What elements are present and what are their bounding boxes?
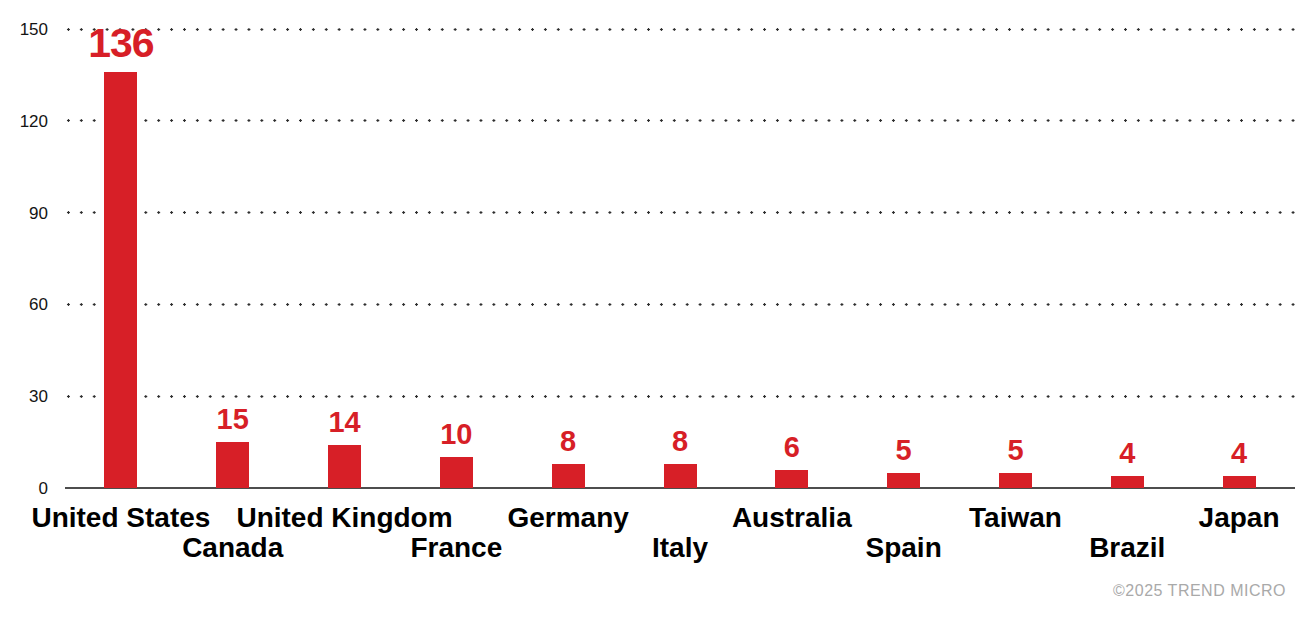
bar-value-label: 8 bbox=[672, 427, 688, 456]
gridline bbox=[62, 303, 1297, 306]
bar-value-label: 5 bbox=[896, 436, 912, 465]
category-label: France bbox=[410, 534, 502, 562]
y-tick-label: 150 bbox=[0, 21, 48, 38]
bar-value-label: 14 bbox=[328, 408, 360, 437]
gridline bbox=[62, 395, 1297, 398]
bar bbox=[104, 72, 137, 488]
bar bbox=[775, 470, 808, 488]
y-tick-label: 60 bbox=[0, 296, 48, 313]
bar bbox=[664, 464, 697, 488]
bar bbox=[552, 464, 585, 488]
category-label: Germany bbox=[507, 504, 628, 532]
gridline bbox=[62, 211, 1297, 214]
bar-value-label: 5 bbox=[1007, 436, 1023, 465]
bar-value-label: 15 bbox=[217, 405, 249, 434]
bar-value-label: 136 bbox=[88, 23, 153, 64]
bar-chart: 0 30 60 90 120 150 136 United States 15 Canada 14 U… bbox=[0, 0, 1310, 618]
bar-value-label: 6 bbox=[784, 433, 800, 462]
bar-value-label: 10 bbox=[440, 420, 472, 449]
bar-value-label: 8 bbox=[560, 427, 576, 456]
category-label: Spain bbox=[866, 534, 942, 562]
bar bbox=[216, 442, 249, 488]
bar bbox=[440, 457, 473, 488]
category-label: Japan bbox=[1199, 504, 1280, 532]
category-label: United States bbox=[31, 504, 210, 532]
y-tick-label: 90 bbox=[0, 204, 48, 221]
category-label: Australia bbox=[732, 504, 852, 532]
category-label: Taiwan bbox=[969, 504, 1062, 532]
bar bbox=[999, 473, 1032, 488]
category-label: Brazil bbox=[1089, 534, 1165, 562]
bar-value-label: 4 bbox=[1119, 439, 1135, 468]
gridline bbox=[62, 28, 1297, 31]
y-tick-label: 120 bbox=[0, 112, 48, 129]
bar bbox=[328, 445, 361, 488]
category-label: Canada bbox=[182, 534, 283, 562]
bar-value-label: 4 bbox=[1231, 439, 1247, 468]
bar bbox=[887, 473, 920, 488]
copyright-credit: ©2025 TREND MICRO bbox=[1113, 583, 1286, 599]
y-tick-label: 30 bbox=[0, 388, 48, 405]
bar bbox=[1223, 476, 1256, 488]
category-label: United Kingdom bbox=[236, 504, 452, 532]
category-label: Italy bbox=[652, 534, 708, 562]
y-tick-label: 0 bbox=[0, 480, 48, 497]
gridline bbox=[62, 119, 1297, 122]
bar bbox=[1111, 476, 1144, 488]
